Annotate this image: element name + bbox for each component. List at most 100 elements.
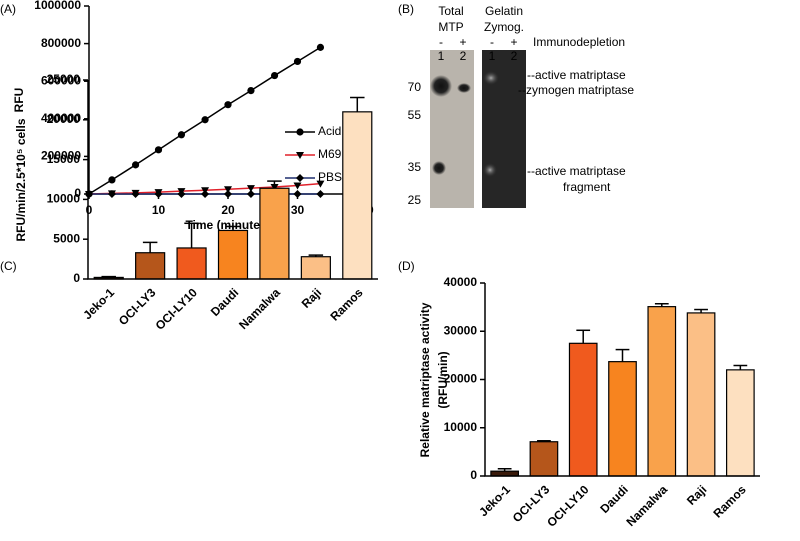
marker [224, 101, 232, 109]
x-tick-label: Raji [299, 285, 324, 310]
marker [293, 57, 302, 66]
mw-marker: 70 [408, 80, 422, 94]
bar [726, 369, 755, 477]
x-tick-label: Namalwa [236, 285, 283, 332]
bar [342, 111, 373, 280]
gel-band [432, 161, 446, 175]
marker [316, 190, 325, 198]
bar [568, 342, 598, 477]
marker [296, 128, 304, 136]
depletion-sign: - [439, 35, 443, 49]
x-tick-label: 0 [86, 203, 93, 217]
axis [87, 80, 378, 280]
y-tick-label: 600000 [41, 73, 81, 87]
lane-number: 1 [489, 49, 496, 63]
band-annotation: --zymogen matriptase [518, 83, 634, 97]
y-tick-label: 1000000 [34, 0, 81, 12]
panel-label: (C) [0, 259, 17, 273]
y-tick-label: 800000 [41, 36, 81, 50]
marker [224, 190, 232, 198]
depletion-label: Immunodepletion [533, 35, 625, 49]
y-tick-label: 0 [470, 468, 477, 482]
bar [529, 441, 559, 477]
zymogram-band [483, 163, 497, 177]
bar [217, 229, 249, 280]
band-annotation: fragment [563, 180, 611, 194]
marker [246, 185, 255, 193]
marker [108, 176, 116, 184]
mw-marker: 55 [408, 108, 422, 122]
axis [88, 6, 367, 195]
bar [259, 187, 290, 280]
mw-marker: 25 [408, 193, 422, 207]
lane-number: 2 [511, 49, 518, 63]
bar [176, 247, 207, 280]
y-axis-label: Relative matriptase activity [418, 302, 432, 457]
y-axis-label: RFU [12, 88, 26, 113]
y-tick-label: 30000 [444, 323, 478, 337]
y-tick-label: 0 [74, 186, 81, 200]
bar [300, 256, 331, 280]
y-tick-label: 0 [73, 271, 80, 285]
y-tick-label: 25000 [47, 72, 81, 86]
x-tick-label: Jeko-1 [80, 285, 117, 322]
gel-band [430, 75, 452, 97]
x-tick-label: 10 [152, 203, 166, 217]
gel-strip [430, 50, 474, 208]
marker [270, 71, 279, 80]
y-tick-label: 10000 [444, 420, 478, 434]
y-tick-label: 200000 [41, 149, 81, 163]
zymogram-band [483, 71, 499, 85]
gel-panel: (B) Total MTP Gelatin Zymog. - + - + 1 2… [398, 2, 634, 208]
depletion-sign: - [490, 35, 494, 49]
x-tick-label: Ramos [711, 482, 749, 520]
bar [608, 361, 637, 477]
y-tick-label: 5000 [53, 231, 80, 245]
marker [293, 190, 302, 198]
x-tick-label: Raji [684, 482, 709, 507]
y-tick-label: 400000 [41, 111, 81, 125]
panel-label: (B) [398, 2, 414, 16]
marker [293, 182, 302, 190]
bar [686, 312, 716, 477]
y-axis-label: (RFU/min) [436, 351, 450, 408]
lane-number: 2 [460, 49, 467, 63]
y-tick-label: 40000 [444, 275, 478, 289]
x-tick-label: Ramos [327, 285, 365, 323]
marker [296, 152, 304, 159]
x-tick-label: 20 [221, 203, 235, 217]
bar [647, 306, 677, 477]
marker [154, 190, 163, 198]
marker [247, 87, 255, 95]
marker [316, 180, 325, 188]
panel-label: (D) [398, 259, 415, 273]
x-tick-label: OCI-LY10 [544, 482, 592, 530]
marker [177, 190, 186, 198]
y-tick-label: 10000 [47, 192, 81, 206]
marker [107, 190, 116, 198]
axis [484, 283, 760, 477]
marker [131, 190, 140, 198]
lane-title: Total [438, 4, 463, 18]
x-tick-label: Daudi [208, 285, 241, 318]
marker [246, 190, 255, 198]
x-tick-label: Daudi [597, 482, 630, 515]
y-tick-label: 20000 [47, 112, 81, 126]
x-axis-label: Time (minutes) [185, 218, 270, 232]
lane-number: 1 [438, 49, 445, 63]
lane-title: Gelatin [485, 4, 523, 18]
marker [177, 131, 186, 139]
depletion-sign: + [459, 35, 466, 49]
band-annotation: --active matriptase [527, 68, 626, 82]
marker [201, 116, 209, 124]
marker [224, 186, 232, 194]
gel-band [457, 83, 471, 93]
depletion-sign: + [510, 35, 517, 49]
marker [201, 190, 210, 198]
mw-marker: 35 [408, 160, 422, 174]
marker [85, 190, 93, 198]
x-tick-label: OCI-LY3 [116, 285, 159, 328]
marker [316, 43, 325, 51]
marker [154, 146, 163, 154]
